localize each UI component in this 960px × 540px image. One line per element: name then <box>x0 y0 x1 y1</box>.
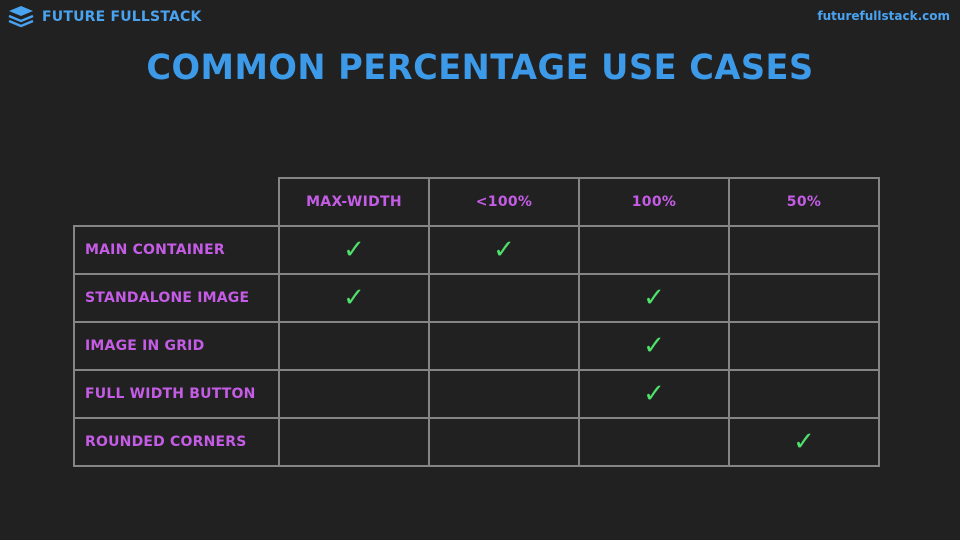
checkmark-icon: ✓ <box>343 235 365 265</box>
column-header-50: 50% <box>728 177 880 227</box>
brand-name: FUTURE FULLSTACK <box>42 9 202 25</box>
table-cell <box>728 321 880 371</box>
checkmark-icon: ✓ <box>493 235 515 265</box>
row-label: Full Width Button <box>73 369 280 419</box>
table-cell: ✓ <box>278 225 430 275</box>
table-cell: ✓ <box>578 273 730 323</box>
table-header-row: Max-Width <100% 100% 50% <box>74 177 880 227</box>
row-label: Main Container <box>73 225 280 275</box>
table-corner <box>74 178 280 227</box>
row-label: Image in Grid <box>73 321 280 371</box>
table-cell <box>278 417 430 467</box>
checkmark-icon: ✓ <box>643 283 665 313</box>
table-cell <box>728 225 880 275</box>
table-cell <box>728 273 880 323</box>
table-cell <box>278 321 430 371</box>
checkmark-icon: ✓ <box>343 283 365 313</box>
table-cell <box>278 369 430 419</box>
table-row-rounded-corners: Rounded Corners ✓ <box>73 417 880 467</box>
checkmark-icon: ✓ <box>793 427 815 457</box>
table-cell: ✓ <box>428 225 580 275</box>
use-cases-table: Max-Width <100% 100% 50% Main Container ✓… <box>73 177 880 467</box>
table-row-image-in-grid: Image in Grid ✓ <box>73 321 880 371</box>
checkmark-icon: ✓ <box>643 379 665 409</box>
row-label: Rounded Corners <box>73 417 280 467</box>
table-cell: ✓ <box>728 417 880 467</box>
page-title: Common Percentage Use Cases <box>146 48 814 88</box>
column-header-less-than-100: <100% <box>428 177 580 227</box>
brand-logo: FUTURE FULLSTACK <box>8 5 202 29</box>
table-cell <box>578 417 730 467</box>
layers-stack-icon <box>8 6 34 28</box>
row-label: Standalone Image <box>73 273 280 323</box>
table-row-full-width-button: Full Width Button ✓ <box>73 369 880 419</box>
table-cell <box>428 321 580 371</box>
table-cell <box>728 369 880 419</box>
site-url: futurefullstack.com <box>817 9 950 23</box>
checkmark-icon: ✓ <box>643 331 665 361</box>
table-cell <box>428 417 580 467</box>
column-header-max-width: Max-Width <box>278 177 430 227</box>
table-row-standalone-image: Standalone Image ✓ ✓ <box>73 273 880 323</box>
table-cell: ✓ <box>578 321 730 371</box>
table-cell: ✓ <box>578 369 730 419</box>
table-cell <box>428 273 580 323</box>
column-header-100: 100% <box>578 177 730 227</box>
table-cell <box>578 225 730 275</box>
table-row-main-container: Main Container ✓ ✓ <box>73 225 880 275</box>
table-cell <box>428 369 580 419</box>
table-cell: ✓ <box>278 273 430 323</box>
